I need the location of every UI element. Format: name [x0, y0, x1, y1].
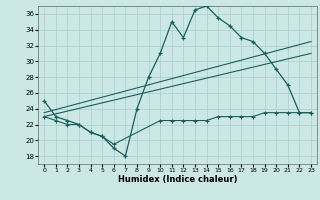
X-axis label: Humidex (Indice chaleur): Humidex (Indice chaleur) [118, 175, 237, 184]
